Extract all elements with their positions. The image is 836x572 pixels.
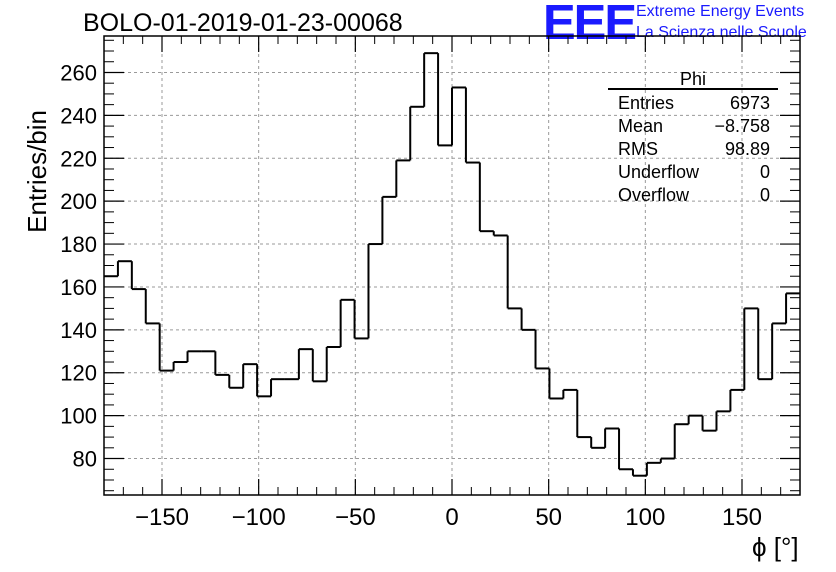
stats-value: 6973 xyxy=(729,93,770,113)
x-tick-label: −50 xyxy=(335,504,376,531)
plot-frame xyxy=(103,35,801,496)
stats-row-overflow: Overflow 0 xyxy=(608,184,778,207)
stats-box: Phi Entries 6973 Mean −8.758 RMS 98.89 U… xyxy=(608,70,778,207)
y-axis-label: Entries/bin xyxy=(22,110,52,233)
stats-value: −8.758 xyxy=(714,116,770,136)
eee-logo: EEE xyxy=(543,0,637,50)
x-tick-label: 100 xyxy=(625,504,665,531)
x-tick-label: 150 xyxy=(722,504,762,531)
stats-value: 0 xyxy=(759,162,770,182)
y-tick-label: 80 xyxy=(73,447,97,472)
stats-label: Mean xyxy=(618,116,664,136)
tick-labels: −150 −100 −50 0 50 100 150 80 100 120 140 160 180 200… xyxy=(60,60,762,531)
stats-row-entries: Entries 6973 xyxy=(608,92,778,115)
y-tick-label: 200 xyxy=(60,189,97,214)
stats-divider xyxy=(608,88,778,90)
y-tick-label: 240 xyxy=(60,103,97,128)
histogram-bins xyxy=(104,52,800,477)
y-tick-label: 260 xyxy=(60,60,97,85)
stats-label: RMS xyxy=(618,139,658,159)
x-tick-label: −150 xyxy=(135,504,189,531)
y-tick-label: 180 xyxy=(60,232,97,257)
stats-row-underflow: Underflow 0 xyxy=(608,161,778,184)
stats-value: 98.89 xyxy=(724,139,770,159)
x-tick-label: 50 xyxy=(535,504,562,531)
stats-row-mean: Mean −8.758 xyxy=(608,115,778,138)
y-tick-label: 120 xyxy=(60,361,97,386)
logo-subtitle-line1: Extreme Energy Events xyxy=(636,3,805,20)
stats-label: Entries xyxy=(618,93,675,113)
axis-ticks xyxy=(103,36,801,495)
stats-row-rms: RMS 98.89 xyxy=(608,138,778,161)
y-tick-label: 220 xyxy=(60,146,97,171)
chart-title: BOLO-01-2019-01-23-00068 xyxy=(83,9,403,37)
x-tick-label: 0 xyxy=(445,504,458,531)
x-axis-label: ϕ [°] xyxy=(752,532,799,562)
stats-label: Overflow xyxy=(618,185,690,205)
stats-histogram-name: Phi xyxy=(679,69,706,89)
stats-value: 0 xyxy=(759,185,770,205)
stats-label: Underflow xyxy=(618,162,700,182)
y-tick-label: 140 xyxy=(60,318,97,343)
y-tick-label: 100 xyxy=(60,404,97,429)
x-tick-label: −100 xyxy=(232,504,286,531)
y-tick-label: 160 xyxy=(60,275,97,300)
